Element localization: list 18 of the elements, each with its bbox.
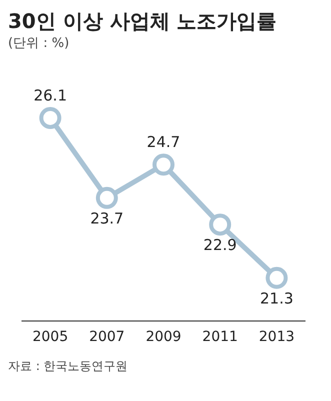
point xyxy=(266,266,288,289)
chart-title: 30인 이상 사업체 노조가입률 xyxy=(8,8,278,34)
chart-subtitle: (단위 : %) xyxy=(8,35,70,53)
x-tick-label: 2011 xyxy=(202,329,238,346)
x-tick-label: 2009 xyxy=(146,329,182,346)
x-tick-label: 2013 xyxy=(258,329,295,346)
point xyxy=(209,214,232,236)
point xyxy=(96,186,118,209)
data-label: 26.1 xyxy=(34,86,68,104)
x-tick-label: 2005 xyxy=(32,329,68,346)
point xyxy=(39,106,62,129)
text: 자료 : 한국노동연구원 xyxy=(8,358,129,375)
data-label: 22.9 xyxy=(203,236,237,254)
point xyxy=(152,154,174,176)
data-label: 24.7 xyxy=(146,133,180,152)
data-label: 23.7 xyxy=(90,209,124,228)
x-tick-label: 2007 xyxy=(89,329,125,346)
data-label: 21.3 xyxy=(260,289,294,308)
